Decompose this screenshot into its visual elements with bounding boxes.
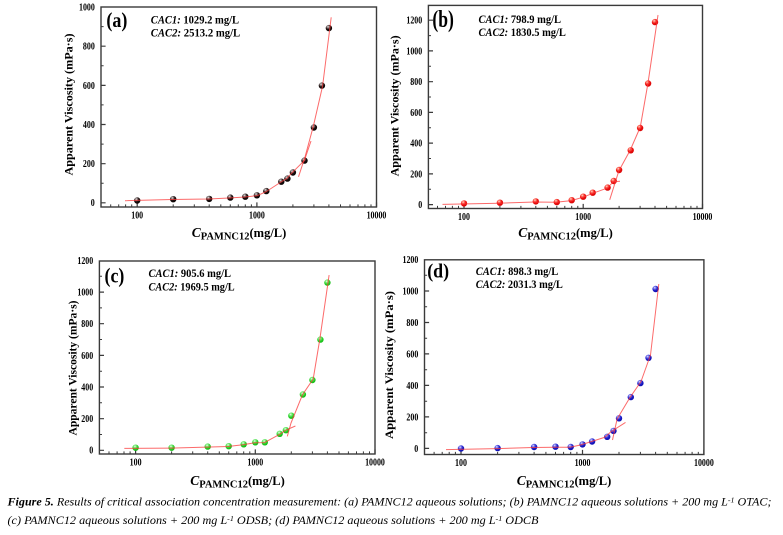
svg-text:(b): (b) <box>432 7 454 33</box>
svg-text:CAC2: 1969.5 mg/L: CAC2: 1969.5 mg/L <box>149 279 235 293</box>
svg-text:(c): (c) <box>105 263 125 287</box>
svg-text:100: 100 <box>130 458 142 469</box>
svg-text:800: 800 <box>410 77 422 88</box>
svg-text:0: 0 <box>414 444 418 455</box>
svg-text:CAC2: 1830.5 mg/L: CAC2: 1830.5 mg/L <box>479 25 566 39</box>
svg-text:Apparent Viscosity (mPa·s): Apparent Viscosity (mPa·s) <box>61 34 75 176</box>
svg-text:0: 0 <box>89 446 93 457</box>
svg-text:1000: 1000 <box>403 286 419 297</box>
svg-text:200: 200 <box>406 412 418 423</box>
svg-text:100: 100 <box>131 211 143 222</box>
svg-text:CPAMNC12(mg/L): CPAMNC12(mg/L) <box>518 225 613 243</box>
svg-text:10000: 10000 <box>693 212 713 223</box>
svg-text:1200: 1200 <box>77 256 93 267</box>
svg-text:400: 400 <box>406 381 418 392</box>
svg-text:CAC2: 2513.2 mg/L: CAC2: 2513.2 mg/L <box>151 26 240 40</box>
svg-text:10000: 10000 <box>365 458 385 469</box>
svg-text:800: 800 <box>406 318 418 329</box>
svg-text:1000: 1000 <box>575 458 591 469</box>
svg-text:CAC1: 898.3 mg/L: CAC1: 898.3 mg/L <box>476 264 559 278</box>
svg-text:0: 0 <box>91 198 95 209</box>
svg-text:10000: 10000 <box>694 458 714 469</box>
svg-text:CPAMNC12(mg/L): CPAMNC12(mg/L) <box>517 473 612 491</box>
svg-text:1000: 1000 <box>249 211 265 222</box>
svg-text:1000: 1000 <box>575 212 591 223</box>
svg-text:0: 0 <box>418 200 422 211</box>
svg-text:CPAMNC12(mg/L): CPAMNC12(mg/L) <box>192 225 287 243</box>
svg-text:400: 400 <box>83 120 95 131</box>
svg-text:Apparent Viscosity (mPa·s): Apparent Viscosity (mPa·s) <box>388 35 402 176</box>
svg-text:600: 600 <box>406 349 418 360</box>
svg-text:(a): (a) <box>106 8 127 32</box>
svg-text:(d): (d) <box>427 261 449 283</box>
svg-text:600: 600 <box>81 351 93 362</box>
svg-text:CAC2: 2031.3 mg/L: CAC2: 2031.3 mg/L <box>476 277 563 291</box>
svg-text:800: 800 <box>83 42 95 53</box>
svg-text:Apparent Viscosity (mPa·s): Apparent Viscosity (mPa·s) <box>66 301 80 436</box>
svg-text:800: 800 <box>81 319 93 330</box>
svg-text:CPAMNC12(mg/L): CPAMNC12(mg/L) <box>190 473 285 491</box>
svg-text:1000: 1000 <box>406 46 422 57</box>
svg-text:1000: 1000 <box>79 3 95 14</box>
svg-text:200: 200 <box>81 414 93 425</box>
svg-text:Figure 5. Results of critical: Figure 5. Results of critical associatio… <box>6 496 771 509</box>
svg-text:200: 200 <box>410 169 422 180</box>
svg-text:600: 600 <box>410 108 422 119</box>
svg-text:100: 100 <box>458 212 470 223</box>
svg-text:Apparent Viscosity (mPa·s): Apparent Viscosity (mPa·s) <box>382 291 396 439</box>
svg-text:600: 600 <box>83 81 95 92</box>
svg-text:400: 400 <box>410 139 422 150</box>
svg-text:1000: 1000 <box>247 458 263 469</box>
svg-text:1200: 1200 <box>403 255 419 266</box>
svg-text:10000: 10000 <box>367 211 387 222</box>
svg-text:CAC1: 798.9 mg/L: CAC1: 798.9 mg/L <box>479 12 562 26</box>
svg-text:400: 400 <box>81 382 93 393</box>
svg-text:1200: 1200 <box>406 16 422 27</box>
svg-text:CAC1: 1029.2 mg/L: CAC1: 1029.2 mg/L <box>151 13 239 27</box>
svg-text:1000: 1000 <box>77 287 93 298</box>
svg-text:(c) PAMNC12 aqueous solutions: (c) PAMNC12 aqueous solutions + 200 mg L… <box>8 514 539 527</box>
svg-text:100: 100 <box>455 458 467 469</box>
svg-text:CAC1: 905.6 mg/L: CAC1: 905.6 mg/L <box>149 266 232 280</box>
svg-text:200: 200 <box>83 159 95 170</box>
